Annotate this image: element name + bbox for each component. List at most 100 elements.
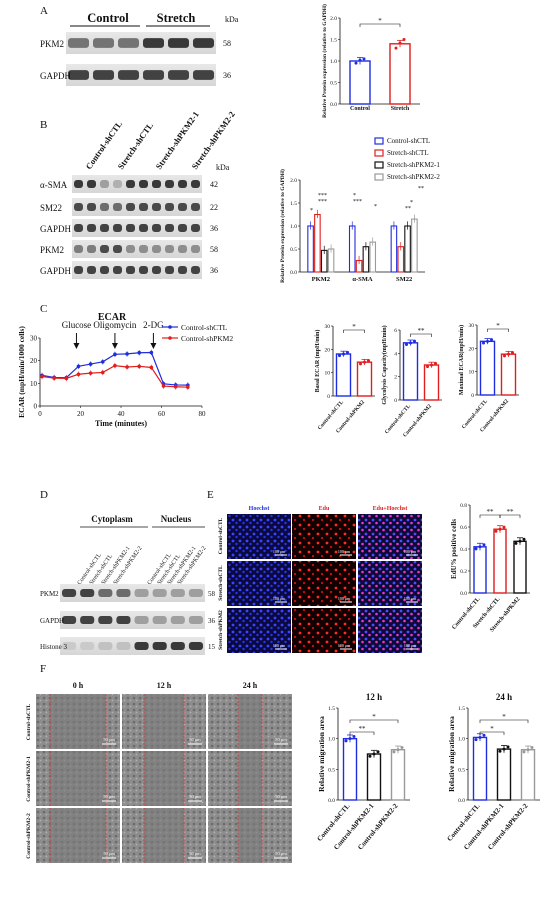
blot-b-1-band — [139, 203, 148, 211]
micrograph — [292, 514, 356, 559]
blot-b-2-band — [139, 224, 148, 232]
data-point — [426, 365, 429, 369]
y-tick-label: 0.4 — [460, 547, 467, 553]
bar — [366, 753, 382, 801]
blot-d-0-band — [134, 589, 149, 597]
band-name: SM22 — [40, 203, 62, 213]
data-point — [478, 735, 482, 739]
blot-d-0-band — [62, 589, 77, 597]
chart-c-line: 0 10 20 30 0 20 40 60 80 Time (minutes) ECAR (mpH/… — [17, 320, 206, 428]
blot-b-1-band — [165, 203, 174, 211]
bar — [520, 749, 536, 801]
blot-d-2-band — [98, 642, 113, 650]
data-point — [137, 364, 142, 369]
sig-label: * — [378, 17, 382, 25]
data-point — [482, 543, 486, 547]
bar — [423, 364, 440, 401]
blot-b-3-band — [87, 245, 96, 253]
micrograph — [358, 608, 422, 653]
data-point — [368, 754, 372, 758]
sig-label: * — [502, 713, 506, 721]
image-column-label: 24 h — [243, 681, 258, 690]
y-tick-label: 30 — [469, 323, 475, 329]
arrow-down-icon — [73, 343, 80, 349]
blot-a-0-band — [93, 38, 114, 48]
data-point — [502, 747, 506, 751]
sig-label: * — [490, 725, 494, 733]
blot-d-0-band — [188, 589, 203, 597]
blot-b-3-band — [100, 245, 109, 253]
chart-title: ECAR — [98, 312, 127, 323]
sig-label: *** — [353, 199, 362, 205]
chart-title: 12 h — [366, 692, 382, 702]
category-label: α-SMA — [352, 276, 373, 283]
data-point — [394, 46, 398, 50]
band-kda: 58 — [210, 245, 218, 254]
y-axis-label: Relative migration area — [447, 716, 456, 792]
blot-b-0-band — [74, 180, 83, 188]
sig-label: * — [310, 208, 313, 214]
blot-d-1-band — [80, 616, 95, 624]
data-point — [348, 737, 352, 741]
data-point — [344, 739, 348, 743]
sig-label: *** — [318, 199, 327, 205]
sig-bracket — [499, 514, 521, 518]
bar — [362, 246, 370, 273]
blot-b-1-band — [74, 203, 83, 211]
blot-a-1-band — [118, 70, 139, 80]
y-tick-label: 1.5 — [330, 38, 337, 44]
blot-b-0-band — [126, 180, 135, 188]
scale-bar-label: 50 μm — [275, 737, 287, 742]
y-tick-label: 30 — [30, 335, 38, 343]
data-point — [149, 365, 154, 370]
blot-b-3-band — [113, 245, 122, 253]
wound-gap — [50, 808, 106, 863]
sig-label: * — [374, 204, 377, 210]
blot-b-4-band — [126, 266, 135, 274]
blot-d-2-band — [116, 642, 131, 650]
data-point — [402, 38, 406, 41]
kda-unit: kDa — [216, 163, 230, 172]
blot-d-2-band — [80, 642, 95, 650]
scale-bar-label: 100 μm — [404, 549, 417, 554]
blot-d-1-band — [152, 616, 167, 624]
bar — [390, 749, 406, 801]
blot-b-1-band — [152, 203, 161, 211]
micrograph — [227, 561, 291, 606]
bar — [493, 528, 507, 594]
injection-label: Oligomycin — [93, 320, 136, 330]
blot-d-1-band — [188, 616, 203, 624]
micrograph — [358, 514, 422, 559]
blot-b-4-band — [74, 266, 83, 274]
blot-b-4-band — [100, 266, 109, 274]
y-tick-label: 0.0 — [328, 798, 335, 804]
blot-a-1-band — [168, 70, 189, 80]
scale-bar-label: 100 μm — [404, 596, 417, 601]
data-point — [338, 354, 341, 358]
scale-bar-label: 50 μm — [103, 737, 115, 742]
data-point — [482, 733, 486, 737]
data-point — [507, 352, 510, 356]
blot-b-3-band — [191, 245, 200, 253]
injection-label: Glucose — [62, 320, 92, 330]
wound-gap — [144, 808, 184, 863]
blot-a-1-band — [193, 70, 214, 80]
y-tick-label: 2.0 — [290, 178, 297, 184]
sig-label: ** — [418, 186, 424, 192]
bar — [335, 353, 352, 397]
band-kda: 36 — [210, 266, 218, 275]
blot-b-1-band — [100, 203, 109, 211]
blot-b-2-band — [191, 224, 200, 232]
data-point — [530, 745, 534, 749]
data-point — [376, 750, 380, 754]
bar — [314, 213, 321, 273]
x-tick-label: 0 — [38, 410, 42, 418]
x-axis-label: Time (minutes) — [95, 419, 147, 428]
blot-b-4-strip — [72, 261, 202, 279]
